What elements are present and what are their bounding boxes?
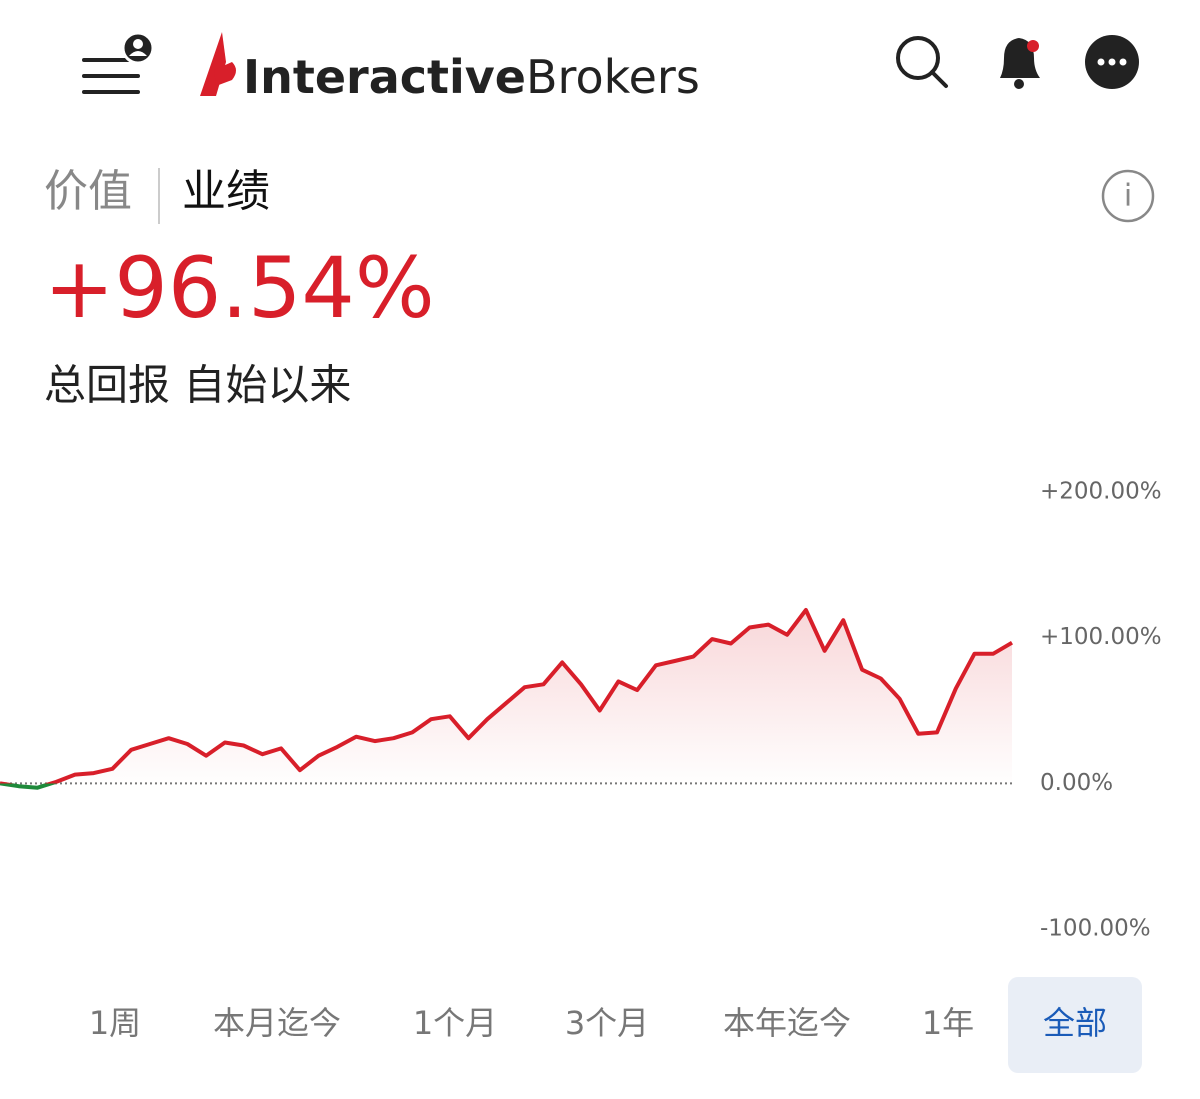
range-button[interactable]: 本月迄今: [213, 1004, 341, 1042]
range-button[interactable]: 本年迄今: [723, 1004, 851, 1042]
headline-value: +96.54%: [44, 239, 435, 337]
y-tick-label: +200.00%: [1040, 479, 1162, 505]
y-tick-label: -100.00%: [1040, 916, 1151, 942]
range-button[interactable]: 1周: [89, 1004, 141, 1042]
logo-text: InteractiveBrokers: [243, 50, 700, 104]
range-button[interactable]: 1个月: [413, 1004, 497, 1042]
headline-caption: 总回报 自始以来: [44, 361, 351, 410]
line: [0, 608, 1014, 790]
info-button[interactable]: i: [1101, 169, 1155, 223]
search-button[interactable]: [896, 36, 948, 88]
range-button[interactable]: 1年: [922, 1004, 974, 1042]
y-tick-label: 0.00%: [1040, 770, 1113, 796]
range-button[interactable]: 全部: [1043, 1004, 1107, 1042]
svg-text:i: i: [1124, 179, 1132, 214]
tab[interactable]: 价值: [44, 166, 132, 217]
logo-mark: [214, 62, 236, 86]
tab[interactable]: 业绩: [182, 166, 270, 217]
logo-mark: [200, 32, 226, 96]
line-area: [0, 610, 1012, 788]
range-selected-bg: [1008, 977, 1142, 1073]
range-button[interactable]: 3个月: [565, 1004, 649, 1042]
logo-light: Brokers: [526, 50, 700, 104]
more-button[interactable]: [1085, 35, 1139, 89]
y-tick-label: +100.00%: [1040, 624, 1162, 650]
menu-button[interactable]: [82, 31, 155, 94]
logo-bold: Interactive: [243, 50, 526, 104]
notification-button[interactable]: [1000, 38, 1040, 89]
